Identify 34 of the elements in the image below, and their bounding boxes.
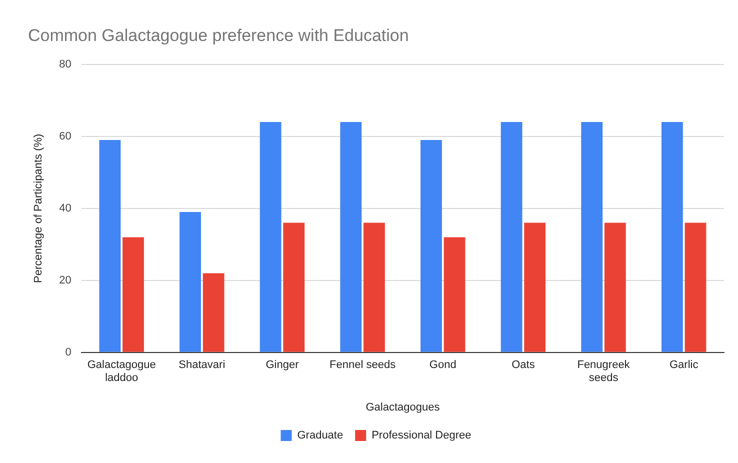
x-tick-label: Galactagogue laddoo bbox=[87, 359, 156, 384]
bar bbox=[524, 222, 546, 352]
bar bbox=[684, 222, 706, 352]
x-tick-label: Oats bbox=[512, 359, 536, 372]
bar bbox=[99, 140, 121, 352]
bar bbox=[581, 122, 603, 352]
bar bbox=[363, 222, 385, 352]
x-tick-label: Shatavari bbox=[178, 359, 226, 372]
bar bbox=[500, 122, 522, 352]
y-axis-title: Percentage of Participants (%) bbox=[32, 134, 45, 283]
bar bbox=[180, 212, 201, 352]
legend-label: Graduate bbox=[297, 430, 344, 442]
bar bbox=[283, 222, 305, 352]
bar bbox=[604, 222, 626, 352]
bar bbox=[260, 122, 282, 352]
legend-label: Professional Degree bbox=[372, 430, 472, 442]
y-tick-label: 40 bbox=[59, 202, 72, 214]
chart-title: Common Galactagogue preference with Education bbox=[28, 26, 409, 45]
bar bbox=[420, 140, 442, 352]
bar bbox=[661, 122, 683, 352]
bar bbox=[202, 273, 224, 352]
x-tick-label: Ginger bbox=[266, 359, 300, 372]
y-tick-label: 0 bbox=[65, 346, 72, 358]
bar bbox=[340, 122, 362, 352]
x-tick-label: Fennel seeds bbox=[330, 359, 396, 372]
x-axis-title: Galactagogues bbox=[366, 401, 440, 414]
x-tick-label: Gond bbox=[429, 359, 456, 372]
y-tick-label: 20 bbox=[59, 274, 72, 286]
x-tick-label: Garlic bbox=[669, 359, 699, 372]
y-tick-label: 80 bbox=[59, 58, 72, 70]
bar bbox=[444, 237, 466, 352]
y-tick-label: 60 bbox=[59, 130, 72, 142]
x-tick-label: Fenugreek seeds bbox=[577, 359, 630, 384]
bar bbox=[122, 237, 144, 352]
